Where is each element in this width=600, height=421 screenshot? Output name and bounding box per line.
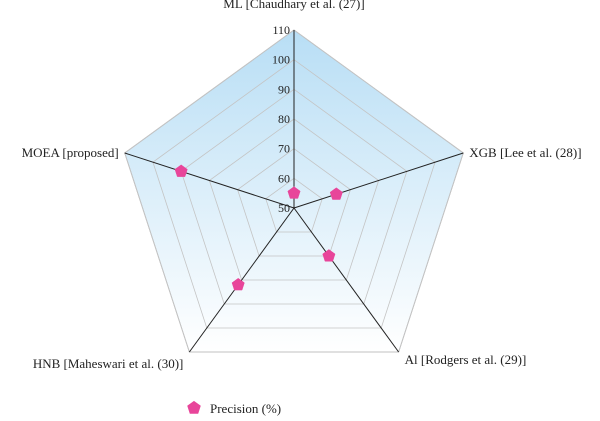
tick-label-60: 60	[278, 171, 290, 185]
tick-label-50: 50	[278, 201, 290, 215]
axis-label-1: XGB [Lee et al. (28)]	[469, 145, 581, 160]
radar-points	[174, 164, 343, 291]
grid-ring-90	[180, 88, 408, 305]
grid-ring-60	[265, 177, 323, 233]
axis-line-3	[188, 207, 295, 353]
axis-label-2: Al [Rodgers et al. (29)]	[405, 352, 527, 367]
tick-label-110: 110	[272, 23, 290, 37]
tick-label-70: 70	[278, 142, 290, 156]
tick-label-80: 80	[278, 112, 290, 126]
radar-tick-labels: 50 60 70 80 90 100 110	[272, 23, 290, 215]
tick-label-90: 90	[278, 82, 290, 96]
legend-marker	[187, 400, 201, 414]
data-point-2	[322, 249, 336, 262]
grid-ring-100	[152, 59, 436, 329]
data-point-3	[231, 277, 245, 291]
axis-line-1	[293, 152, 464, 209]
axis-line-4	[124, 152, 295, 209]
legend: Precision (%)	[187, 400, 281, 416]
data-point-1	[329, 187, 343, 200]
axis-label-3: HNB [Maheswari et al. (30)]	[33, 356, 184, 371]
axis-label-4: MOEA [proposed]	[22, 145, 119, 160]
axis-label-0: ML [Chaudhary et al. (27)]	[223, 0, 364, 11]
radar-axes	[124, 30, 464, 353]
grid-ring-80	[208, 118, 380, 281]
legend-label: Precision (%)	[210, 401, 281, 416]
radar-grid	[124, 29, 464, 353]
data-point-4	[174, 164, 188, 177]
grid-ring-110	[124, 29, 464, 353]
tick-label-100: 100	[272, 53, 290, 67]
radar-axis-labels: ML [Chaudhary et al. (27)] XGB [Lee et al…	[22, 0, 582, 371]
data-point-0	[287, 186, 301, 199]
grid-ring-70	[237, 148, 351, 257]
axis-line-2	[293, 207, 400, 353]
